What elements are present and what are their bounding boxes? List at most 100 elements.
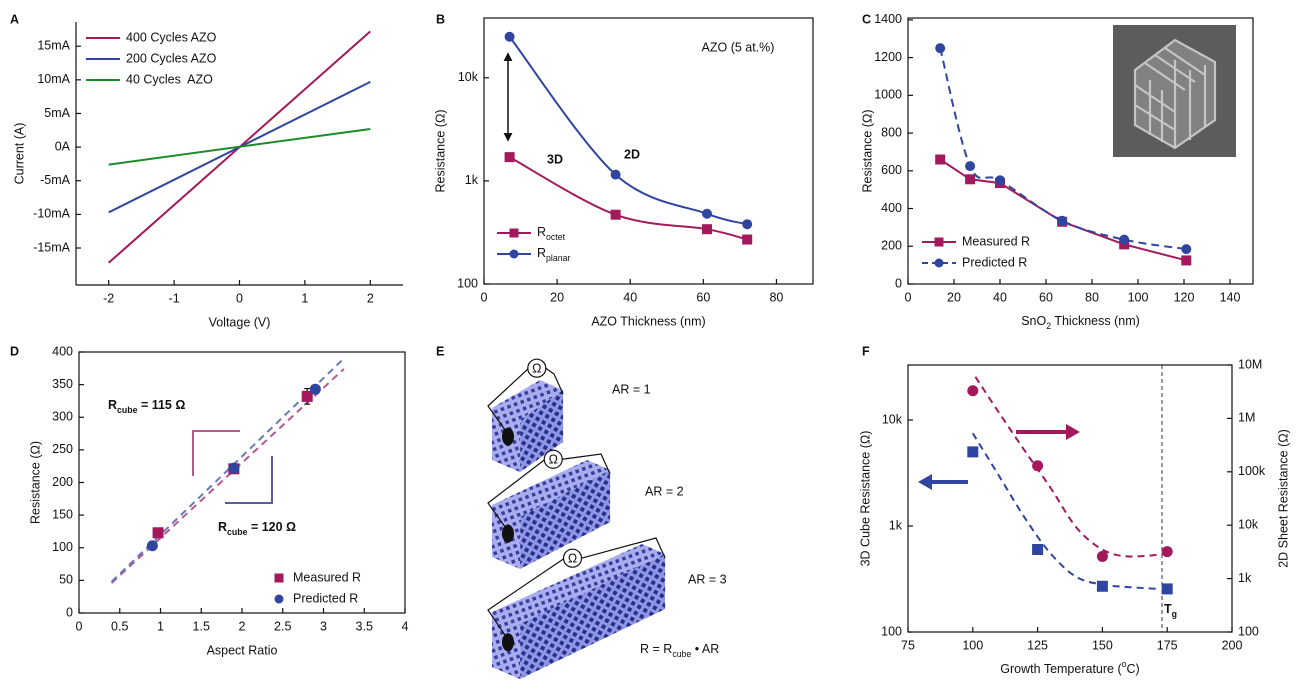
marker xyxy=(1181,244,1192,255)
wire xyxy=(487,537,666,640)
x-tick-label: 0.5 xyxy=(111,619,128,633)
y-tick-label: 400 xyxy=(52,344,73,358)
x-tick-label: 4 xyxy=(402,619,409,633)
marker xyxy=(701,224,712,235)
y-tick-label: 400 xyxy=(881,201,902,215)
legend-label: 40 Cycles AZO xyxy=(126,72,213,86)
x-tick-label: 1 xyxy=(157,619,164,633)
plot-frame xyxy=(907,17,1254,285)
marker xyxy=(967,446,979,458)
x-tick-label: 120 xyxy=(1174,290,1195,304)
x-tick-label: 1 xyxy=(301,291,308,305)
lattice-diagram xyxy=(487,358,666,679)
legend-label: Predicted R xyxy=(293,591,358,605)
x-tick-label: 40 xyxy=(993,290,1007,304)
y-tick-label: 10mA xyxy=(37,72,70,86)
y-tick-label: -15mA xyxy=(33,240,70,254)
meter xyxy=(527,358,547,378)
text-part: R = R xyxy=(640,642,672,656)
x-tick-label: 75 xyxy=(901,638,915,652)
y-tick-label: 1400 xyxy=(874,12,902,26)
meter-symbol: Ω xyxy=(532,361,541,375)
x-tick-label: 0 xyxy=(76,619,83,633)
marker xyxy=(934,237,944,247)
aspect-label: AR = 1 xyxy=(612,382,651,396)
wire xyxy=(487,367,564,435)
x-tick-label: 100 xyxy=(962,638,983,652)
text-part: SnO xyxy=(1021,314,1046,328)
y-tick-label: 1000 xyxy=(874,88,902,102)
text-part: g xyxy=(1172,609,1177,619)
inset-image xyxy=(1113,25,1236,157)
legend-label: Predicted R xyxy=(962,255,1027,269)
x-tick-label: 2.5 xyxy=(274,619,291,633)
marker xyxy=(509,228,519,238)
x-tick-label: 1.5 xyxy=(193,619,210,633)
text-part: R xyxy=(537,246,546,260)
marker xyxy=(1161,546,1173,558)
aspect-label: AR = 3 xyxy=(688,572,727,586)
y-axis-label: Resistance (Ω) xyxy=(860,110,874,193)
x-axis-label: Growth Temperature (oC) xyxy=(1000,659,1139,676)
electrode xyxy=(502,427,514,446)
marker xyxy=(610,169,621,180)
x-axis-label: AZO Thickness (nm) xyxy=(591,314,705,328)
y-axis-label: Current (A) xyxy=(12,123,26,185)
y-axis-label: Resistance (Ω) xyxy=(28,441,42,524)
annotation: 2D xyxy=(624,147,640,161)
y2-axis-label: 2D Sheet Resistance (Ω) xyxy=(1276,429,1290,568)
axis-arrow xyxy=(918,424,1080,490)
reference-label: Tg xyxy=(1164,602,1177,619)
annotation: Rcube = 115 Ω xyxy=(108,398,185,415)
x-tick-label: 0 xyxy=(481,290,488,304)
x-axis-label: Aspect Ratio xyxy=(207,643,278,657)
panel-letter: E xyxy=(436,344,444,358)
x-tick-label: 175 xyxy=(1157,638,1178,652)
text-part: Growth Temperature ( xyxy=(1000,662,1122,676)
marker xyxy=(274,573,284,583)
lattice-side xyxy=(520,554,666,679)
y-axis-label: Resistance (Ω) xyxy=(433,110,447,193)
x-tick-label: 3 xyxy=(320,619,327,633)
x-tick-label: 0 xyxy=(905,290,912,304)
marker xyxy=(504,31,515,42)
meter-symbol: Ω xyxy=(568,551,577,565)
y-tick-label: 0 xyxy=(895,276,902,290)
lattice-top xyxy=(492,460,611,517)
lattice-side xyxy=(520,390,564,472)
y-tick-label: -10mA xyxy=(33,207,70,221)
y-tick-label: 100 xyxy=(52,540,73,554)
x-tick-label: 140 xyxy=(1220,290,1241,304)
marker xyxy=(965,161,976,172)
y-tick-label: 100 xyxy=(881,624,902,638)
meter xyxy=(562,548,583,568)
text-part: = 115 Ω xyxy=(137,398,185,412)
text-part: R xyxy=(537,225,546,239)
marker xyxy=(274,594,284,604)
bracket xyxy=(225,456,273,504)
annotation: 3D xyxy=(547,152,563,166)
y-tick-label: 100 xyxy=(457,276,478,290)
fit-line xyxy=(974,376,1168,558)
x-tick-label: 60 xyxy=(1039,290,1053,304)
electrode xyxy=(502,524,514,543)
y-tick-label: 50 xyxy=(59,573,73,587)
panel-letter: C xyxy=(862,12,871,26)
y-tick-label: 10k xyxy=(882,412,903,426)
text-part: R xyxy=(108,398,117,412)
marker xyxy=(228,462,240,474)
marker xyxy=(934,258,944,268)
x-tick-label: -2 xyxy=(103,291,114,305)
y2-tick-label: 1M xyxy=(1238,411,1255,425)
y2-tick-label: 100k xyxy=(1238,464,1266,478)
electrode xyxy=(502,633,514,652)
text-part: 2 xyxy=(1046,321,1051,331)
marker xyxy=(742,234,753,245)
marker xyxy=(742,219,753,230)
panel-letter: B xyxy=(436,12,445,26)
text-part: R xyxy=(218,520,227,534)
legend-label: Roctet xyxy=(537,225,566,242)
y-tick-label: 350 xyxy=(52,377,73,391)
y2-tick-label: 1k xyxy=(1238,571,1252,585)
wire xyxy=(487,453,611,532)
